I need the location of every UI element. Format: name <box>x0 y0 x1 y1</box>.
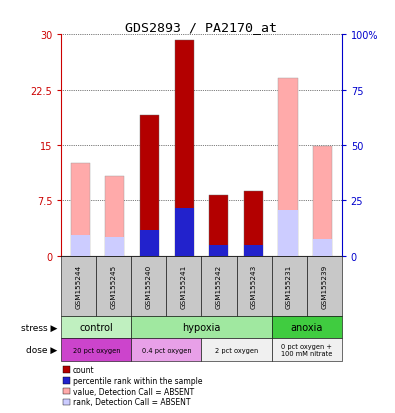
Bar <box>105 176 124 256</box>
Bar <box>209 196 228 256</box>
Bar <box>175 41 194 256</box>
Bar <box>244 245 263 256</box>
Bar <box>278 210 297 256</box>
Text: GSM155231: GSM155231 <box>286 264 292 308</box>
Text: hypoxia: hypoxia <box>182 322 221 332</box>
Bar <box>71 164 90 256</box>
Bar <box>244 191 263 256</box>
Bar <box>313 240 332 256</box>
Bar <box>71 235 90 256</box>
Bar <box>278 79 297 256</box>
Text: 20 pct oxygen: 20 pct oxygen <box>73 347 120 353</box>
Text: 0 pct oxygen +
100 mM nitrate: 0 pct oxygen + 100 mM nitrate <box>281 344 332 356</box>
Text: anoxia: anoxia <box>290 322 323 332</box>
Text: control: control <box>79 322 113 332</box>
Bar <box>175 208 194 256</box>
Text: rank, Detection Call = ABSENT: rank, Detection Call = ABSENT <box>73 397 190 406</box>
Text: GSM155242: GSM155242 <box>216 264 222 308</box>
Bar <box>140 230 159 256</box>
Text: dose ▶: dose ▶ <box>26 346 57 354</box>
Text: stress ▶: stress ▶ <box>21 323 57 332</box>
Text: GSM155239: GSM155239 <box>321 264 327 308</box>
Bar <box>140 116 159 256</box>
Text: value, Detection Call = ABSENT: value, Detection Call = ABSENT <box>73 387 194 396</box>
Text: GSM155244: GSM155244 <box>76 264 82 308</box>
Bar <box>209 245 228 256</box>
Bar <box>105 237 124 256</box>
Text: 0.4 pct oxygen: 0.4 pct oxygen <box>141 347 191 353</box>
Text: GSM155243: GSM155243 <box>251 264 257 308</box>
Title: GDS2893 / PA2170_at: GDS2893 / PA2170_at <box>126 21 277 34</box>
Text: GSM155241: GSM155241 <box>181 264 187 308</box>
Bar <box>313 147 332 256</box>
Text: percentile rank within the sample: percentile rank within the sample <box>73 376 202 385</box>
Text: GSM155245: GSM155245 <box>111 264 117 308</box>
Text: 2 pct oxygen: 2 pct oxygen <box>215 347 258 353</box>
Text: count: count <box>73 365 94 374</box>
Text: GSM155240: GSM155240 <box>146 264 152 308</box>
